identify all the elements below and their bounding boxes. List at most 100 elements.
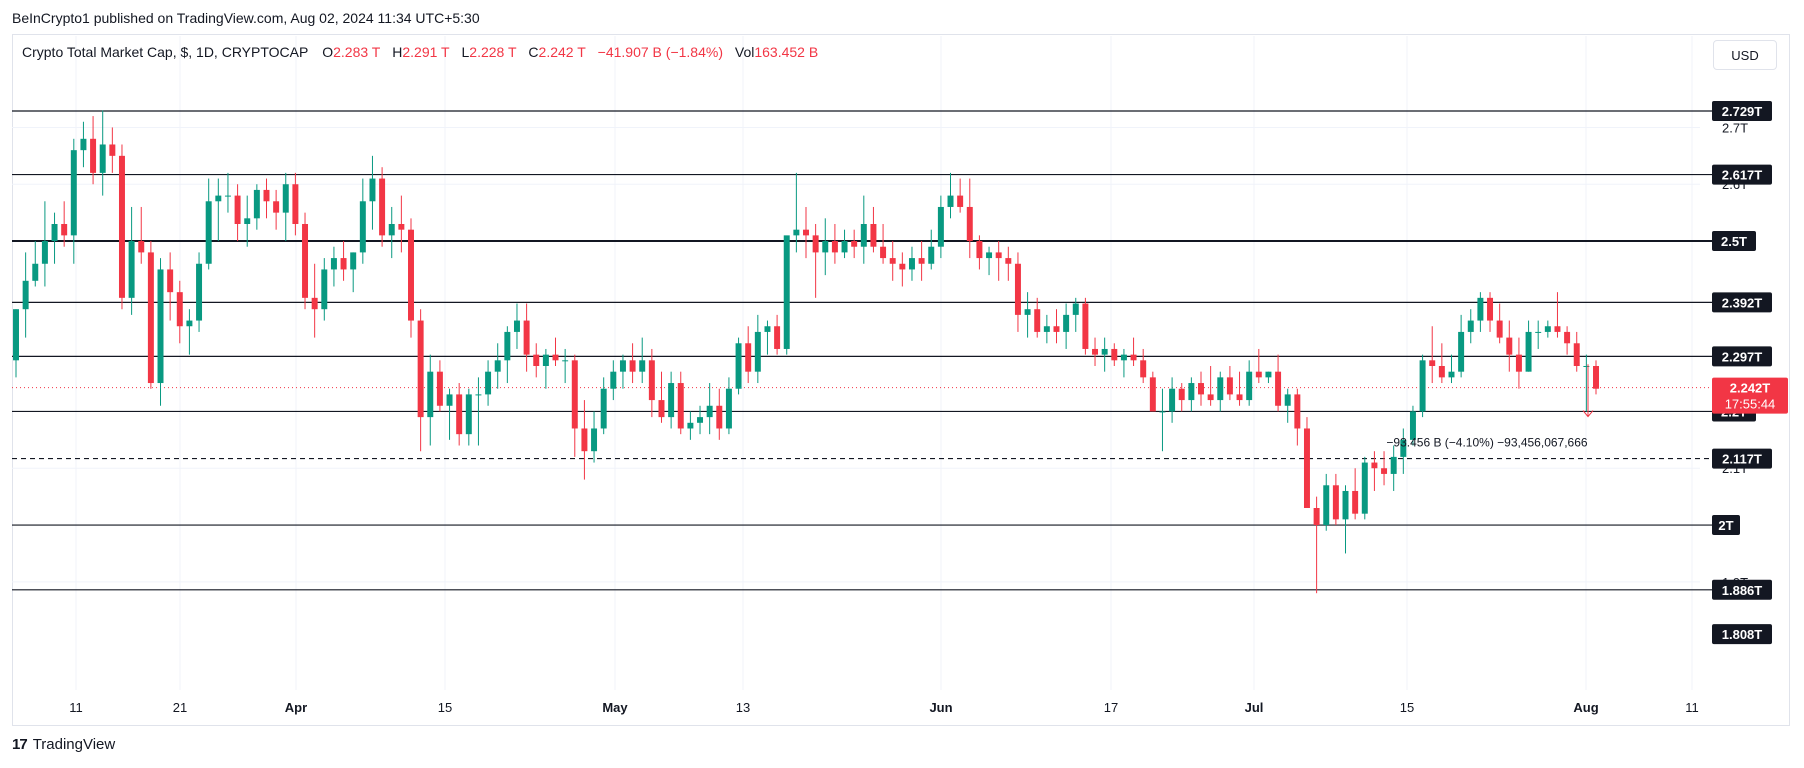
candle-body — [1400, 439, 1407, 457]
candle-body — [215, 195, 222, 202]
currency-button[interactable]: USD — [1713, 40, 1777, 70]
level-price-label-bg — [1712, 231, 1756, 252]
candle-body — [1458, 331, 1465, 372]
level-price-label-bg — [1712, 100, 1772, 121]
candle-body — [302, 224, 309, 298]
candle-body — [167, 269, 174, 293]
candle-body — [292, 184, 299, 224]
candle-body — [937, 206, 944, 247]
low-value: 2.228 T — [469, 44, 517, 60]
candle-body — [677, 383, 684, 429]
candle-body — [591, 428, 598, 452]
candle-body — [1149, 377, 1156, 412]
arrow-down-icon — [1582, 410, 1594, 418]
candle-body — [176, 292, 183, 327]
chart-frame — [12, 34, 1790, 726]
candle-body — [321, 269, 328, 310]
candle-body — [976, 241, 983, 259]
candle-body — [562, 360, 569, 362]
candle-body — [504, 331, 511, 361]
tradingview-logo-icon: 17 — [12, 736, 28, 753]
candle-body — [1284, 394, 1291, 406]
candle-body — [687, 422, 694, 429]
candle-body — [128, 241, 135, 298]
candle-body — [764, 326, 771, 332]
level-price-label-bg — [1712, 346, 1772, 367]
candle-body — [1188, 383, 1195, 401]
level-price-label: 2.5T — [1721, 234, 1747, 249]
candle-body — [427, 371, 434, 418]
candle-body — [157, 269, 164, 384]
candle-body — [1525, 331, 1532, 372]
candle-body — [995, 252, 1002, 259]
time-axis-label: Jul — [1245, 700, 1264, 715]
time-axis-label: 11 — [1685, 700, 1699, 715]
symbol-legend: Crypto Total Market Cap, $, 1D, CRYPTOCA… — [22, 44, 826, 60]
candle-body — [1130, 354, 1137, 361]
candle-body — [1265, 371, 1272, 378]
candle-body — [99, 144, 106, 173]
candle-body — [408, 229, 414, 321]
candle-body — [1178, 388, 1185, 401]
candle-body — [109, 144, 116, 156]
candle-body — [263, 189, 270, 202]
candle-body — [80, 138, 87, 151]
candle-body — [350, 252, 357, 270]
open-label: O — [322, 44, 334, 60]
candle-body — [1217, 377, 1224, 401]
candle-body — [1014, 263, 1021, 315]
candle-body — [1381, 468, 1388, 474]
close-value: 2.242 T — [538, 44, 586, 60]
candle-body — [774, 326, 781, 349]
current-price-bg — [1712, 377, 1788, 414]
candle-body — [966, 206, 973, 242]
candle-body — [783, 235, 790, 349]
candle-body — [860, 224, 867, 247]
candle-body — [388, 224, 395, 236]
high-value: 2.291 T — [402, 44, 450, 60]
candle-body — [1198, 383, 1204, 395]
candle-body — [1169, 388, 1176, 412]
candle-body — [70, 150, 77, 236]
candle-body — [1332, 485, 1339, 520]
candle-body — [196, 263, 203, 321]
price-axis-tick: 2.7T — [1722, 120, 1748, 135]
candle-body — [1043, 326, 1050, 332]
candle-body — [841, 241, 848, 253]
brand-name: TradingView — [32, 736, 116, 753]
level-price-label: 1.886T — [1722, 583, 1763, 598]
candle-body — [600, 388, 607, 429]
candle-body — [475, 394, 482, 396]
horizontal-levels — [12, 110, 1712, 591]
candle-body — [41, 241, 48, 264]
candle-body — [639, 360, 646, 372]
candle-body — [619, 360, 626, 372]
candle-body — [379, 178, 386, 236]
publisher-line: BeInCrypto1 published on TradingView.com… — [12, 10, 480, 26]
candle-body — [851, 241, 858, 247]
candle-body — [1323, 485, 1330, 526]
candle-body — [1092, 348, 1099, 355]
candle-body — [1544, 326, 1551, 332]
candle-body — [1246, 371, 1253, 401]
candle-body — [629, 360, 636, 372]
candle-body — [1554, 326, 1561, 332]
candle-body — [822, 241, 829, 253]
candle-body — [542, 354, 549, 366]
candle-body — [899, 263, 906, 270]
price-axis: 2.7T2.6T2.1T1.9T2.729T2.617T2.5T2.392T2.… — [1712, 100, 1788, 645]
candle-body — [1371, 462, 1378, 469]
candle-body — [1352, 490, 1359, 514]
candle-body — [446, 394, 453, 406]
candle-body — [1429, 360, 1436, 366]
candle-body — [282, 184, 289, 213]
candle-body — [1448, 371, 1455, 378]
candle-body — [1053, 326, 1060, 332]
candle-body — [947, 195, 954, 207]
candle-body — [1236, 394, 1243, 401]
candle-body — [918, 258, 925, 264]
candle-body — [1275, 371, 1282, 406]
candle-body — [523, 320, 530, 355]
candle-body — [1573, 343, 1580, 366]
